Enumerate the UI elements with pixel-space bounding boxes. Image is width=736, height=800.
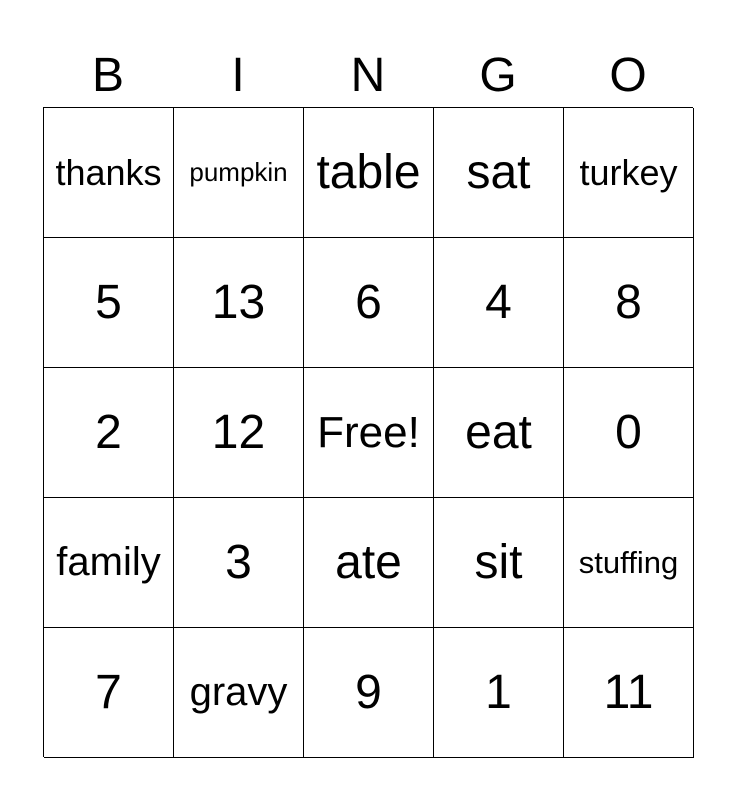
- bingo-header: B I N G O: [43, 46, 693, 106]
- bingo-cell[interactable]: 5: [44, 238, 174, 368]
- bingo-cell[interactable]: sat: [434, 108, 564, 238]
- header-letter-b: B: [91, 49, 124, 102]
- bingo-cell[interactable]: 11: [564, 628, 694, 758]
- bingo-cell[interactable]: family: [44, 498, 174, 628]
- bingo-cell[interactable]: 1: [434, 628, 564, 758]
- bingo-grid: thanks pumpkin table sat turkey 5 13 6 4 8 2 12 Free…: [43, 107, 694, 758]
- header-letter-n: N: [350, 49, 386, 102]
- bingo-cell[interactable]: 0: [564, 368, 694, 498]
- bingo-cell[interactable]: table: [304, 108, 434, 238]
- bingo-cell[interactable]: ate: [304, 498, 434, 628]
- bingo-cell[interactable]: 4: [434, 238, 564, 368]
- bingo-cell[interactable]: gravy: [174, 628, 304, 758]
- bingo-cell[interactable]: stuffing: [564, 498, 694, 628]
- bingo-cell[interactable]: pumpkin: [174, 108, 304, 238]
- bingo-cell[interactable]: 9: [304, 628, 434, 758]
- bingo-cell[interactable]: thanks: [44, 108, 174, 238]
- bingo-cell[interactable]: eat: [434, 368, 564, 498]
- bingo-cell[interactable]: 2: [44, 368, 174, 498]
- free-space-cell[interactable]: Free!: [304, 368, 434, 498]
- bingo-cell[interactable]: sit: [434, 498, 564, 628]
- bingo-cell[interactable]: 6: [304, 238, 434, 368]
- bingo-cell[interactable]: 7: [44, 628, 174, 758]
- bingo-cell[interactable]: 3: [174, 498, 304, 628]
- header-letter-g: G: [479, 49, 517, 102]
- bingo-cell[interactable]: 8: [564, 238, 694, 368]
- bingo-cell[interactable]: 13: [174, 238, 304, 368]
- bingo-cell[interactable]: turkey: [564, 108, 694, 238]
- header-letter-o: O: [609, 49, 647, 102]
- header-letter-i: I: [231, 49, 245, 102]
- bingo-cell[interactable]: 12: [174, 368, 304, 498]
